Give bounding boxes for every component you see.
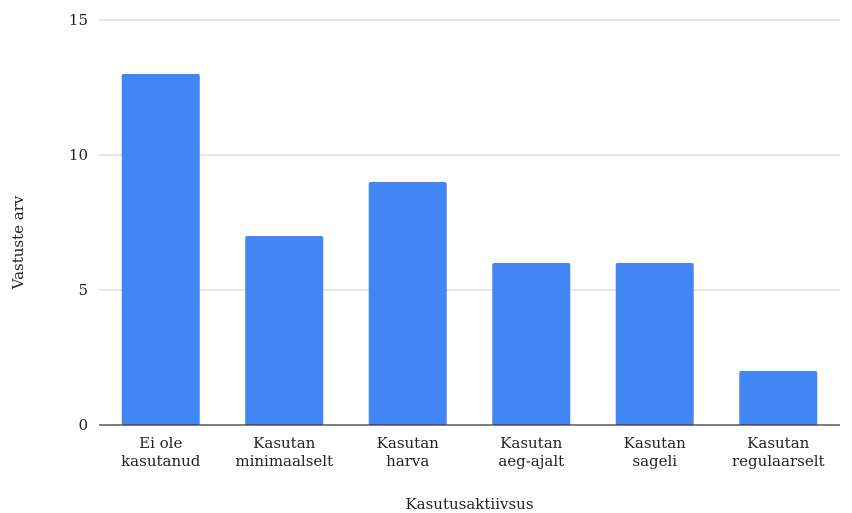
y-tick-label: 0 [78,416,88,434]
x-tick-label-line: Kasutan [747,434,809,452]
y-tick-label: 10 [69,146,88,164]
x-tick-label-line: Kasutan [500,434,562,452]
x-tick-label: Kasutan sageli [624,434,686,470]
x-tick-label: Kasutan minimaalselt [235,434,333,470]
x-tick-label-line: Ei ole [139,434,182,452]
x-tick-label-line: Kasutan [253,434,315,452]
bar [245,236,324,425]
x-tick-label-line: sageli [632,452,677,470]
gridlines [99,19,840,291]
x-tick-label-line: kasutanud [121,452,201,470]
x-tick-label-line: regulaarselt [732,452,825,470]
y-tick-labels: 0 5 10 15 [69,11,88,434]
x-tick-label-line: harva [386,452,429,470]
x-tick-label-line: Kasutan [624,434,686,452]
x-tick-label: Kasutan harva [377,434,439,470]
bar [739,371,818,425]
bar [121,74,200,425]
y-axis-title: Vastuste arv [9,195,27,290]
bar [492,263,571,425]
x-tick-label: Kasutan aeg-ajalt [498,434,564,470]
x-axis-title: Kasutusaktiivsus [405,495,533,513]
x-tick-label-line: aeg-ajalt [498,452,564,470]
x-tick-label-line: Kasutan [377,434,439,452]
bars [121,74,818,425]
y-tick-label: 5 [78,281,88,299]
x-tick-label: Ei ole kasutanud [121,434,201,470]
bar [615,263,694,425]
y-tick-label: 15 [69,11,88,29]
bar [368,182,447,425]
x-tick-label: Kasutan regulaarselt [732,434,825,470]
x-tick-label-line: minimaalselt [235,452,333,470]
